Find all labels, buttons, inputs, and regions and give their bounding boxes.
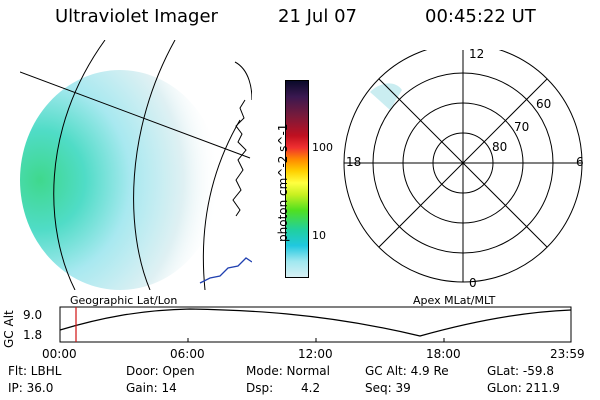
mlat-label-70: 70: [514, 120, 530, 134]
dsp-value: 4.2: [301, 381, 321, 395]
mlat-label-80: 80: [492, 140, 508, 154]
ytick-9: 9.0: [23, 308, 43, 322]
xtick-0000: 00:00: [42, 347, 77, 361]
colorbar-tick-100: 100: [312, 141, 333, 154]
mlt-label-12: 12: [469, 47, 485, 61]
time-label: 00:45:22 UT: [425, 6, 536, 27]
gc-alt-label: GC Alt: 4.9 Re: [365, 364, 449, 378]
xtick-1800: 18:00: [426, 347, 461, 361]
mlt-label-6: 6: [576, 155, 584, 169]
dsp-label: Dsp:: [246, 381, 274, 395]
ip-label: IP: 36.0: [8, 381, 54, 395]
colorbar-tick-10: 10: [312, 229, 326, 242]
glon-label: GLon: 211.9: [487, 381, 560, 395]
polar-grid-panel: [343, 50, 583, 283]
door-label: Door: Open: [126, 364, 195, 378]
coastline: [232, 99, 247, 217]
xtick-2359: 23:59: [550, 347, 585, 361]
colorbar: [285, 80, 309, 278]
gain-label: Gain: 14: [126, 381, 177, 395]
right-panel-caption: Apex MLat/MLT: [413, 294, 496, 307]
aurora-patch: [370, 83, 402, 110]
seq-label: Seq: 39: [365, 381, 411, 395]
aurora-emission: [20, 70, 220, 290]
filter-label: Flt: LBHL: [8, 364, 62, 378]
mlt-label-0: 0: [469, 276, 477, 290]
left-panel-caption: Geographic Lat/Lon: [70, 294, 178, 307]
mlat-label-60: 60: [536, 97, 552, 111]
xtick-1200: 12:00: [298, 347, 333, 361]
altitude-ylabel: GC Alt: [2, 310, 16, 348]
instrument-title: Ultraviolet Imager: [55, 6, 218, 27]
mlt-label-18: 18: [346, 155, 362, 169]
ytick-1-8: 1.8: [23, 328, 43, 342]
date-label: 21 Jul 07: [278, 6, 357, 27]
mode-label: Mode: Normal: [246, 364, 330, 378]
altitude-curve: [59, 308, 572, 337]
xtick-0600: 06:00: [170, 347, 205, 361]
glat-label: GLat: -59.8: [487, 364, 554, 378]
